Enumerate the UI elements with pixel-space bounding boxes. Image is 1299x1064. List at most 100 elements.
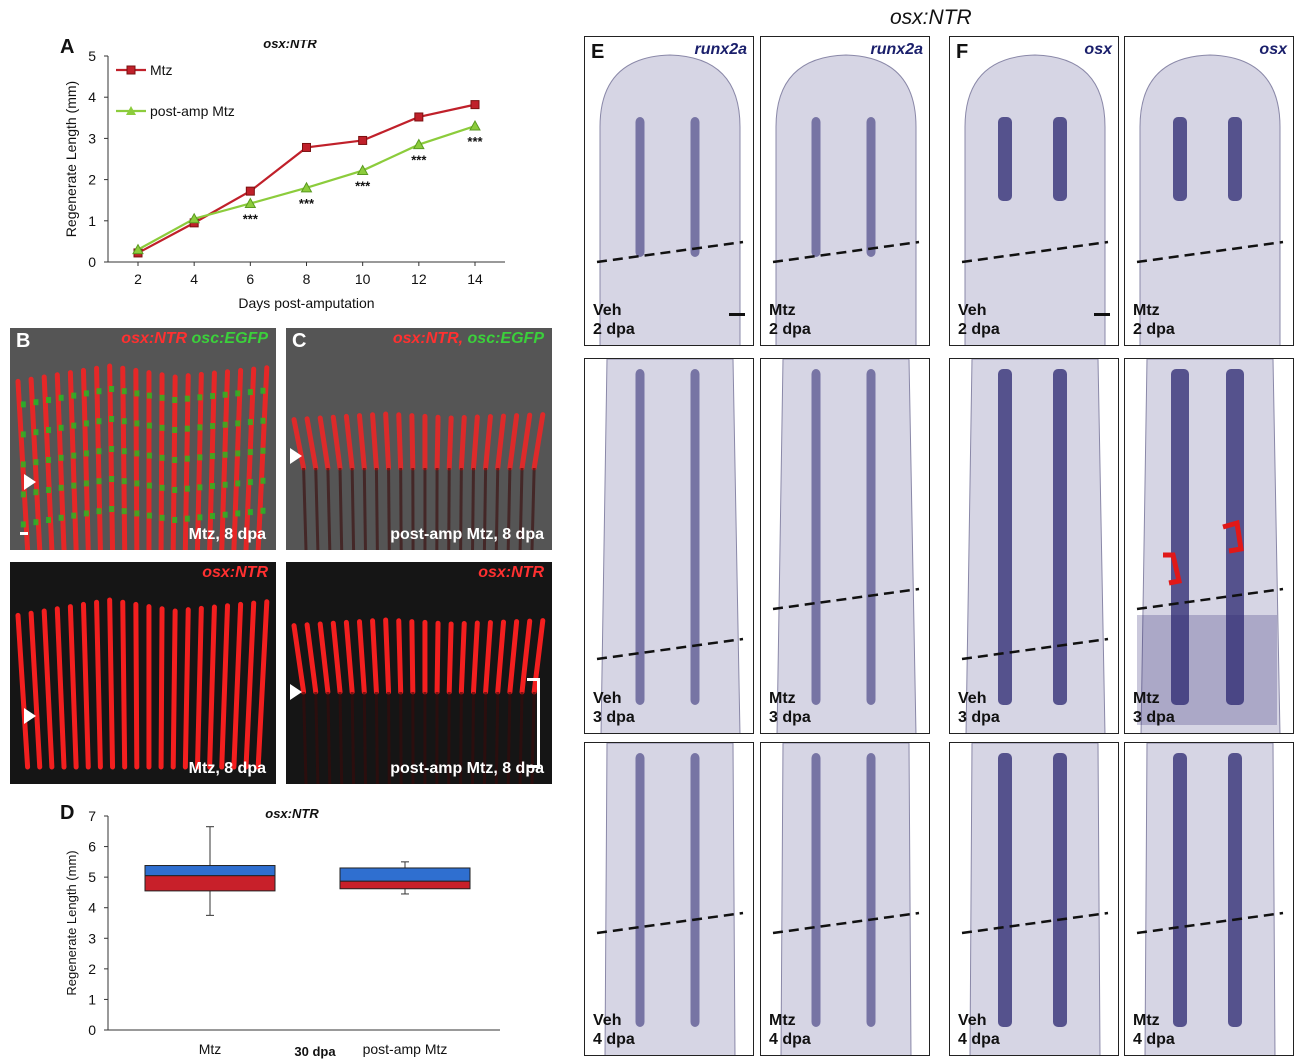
- egfp-segment: [184, 395, 190, 402]
- section-label: Veh 4 dpa: [593, 1011, 635, 1049]
- tissue: [604, 743, 736, 1055]
- fin-ray: [495, 619, 507, 695]
- image-caption: Mtz, 8 dpa: [188, 526, 266, 543]
- egfp-segment: [33, 429, 39, 436]
- fin-ray: [255, 599, 270, 770]
- faint-ray: [350, 691, 356, 784]
- fin-ray: [507, 619, 520, 695]
- egfp-segment: [247, 419, 253, 426]
- fin-ray: [370, 618, 379, 695]
- fin-ray: [317, 621, 331, 695]
- faint-ray: [459, 467, 463, 550]
- egfp-segment: [210, 483, 216, 490]
- egfp-segment: [33, 489, 39, 496]
- egfp-segment: [71, 392, 77, 399]
- fin-ray: [80, 367, 91, 550]
- egfp-segment: [260, 507, 266, 514]
- egfp-segment: [96, 388, 102, 395]
- timepoint-label: 3 dpa: [593, 709, 635, 726]
- fin-ray: [67, 604, 79, 770]
- channel-egfp: osc:EGFP: [467, 330, 544, 347]
- amputation-plane: [772, 240, 920, 264]
- egfp-segment: [83, 480, 89, 487]
- fin-ray: [356, 413, 367, 471]
- fin-ray: [194, 605, 204, 770]
- egfp-segment: [146, 452, 152, 459]
- channel-legend: osx:NTR, osc:EGFP: [393, 330, 544, 348]
- tissue-drawing: [585, 743, 753, 1055]
- faint-ray: [471, 691, 475, 784]
- egfp-segment: [46, 397, 52, 403]
- ish-section-image: Veh 3 dpa: [949, 358, 1119, 734]
- section-label: Veh 4 dpa: [958, 1011, 1000, 1049]
- egfp-segment: [197, 424, 203, 431]
- gene-label: runx2a: [694, 41, 747, 58]
- y-tick-label: 0: [88, 1022, 96, 1038]
- fin-ray: [409, 413, 416, 471]
- ish-section-image: Veh 2 dpa runx2a E: [584, 36, 754, 346]
- egfp-segment: [134, 420, 140, 427]
- fin-image-c-merged: C osx:NTR, osc:EGFP post-amp Mtz, 8 dpa: [286, 328, 552, 550]
- legend-label: Mtz: [150, 62, 173, 78]
- x-axis-label: Days post-amputation: [238, 295, 374, 311]
- image-caption: Mtz, 8 dpa: [188, 760, 266, 777]
- stain-stripe: [1053, 753, 1067, 1027]
- chart-title: osx:NTR: [263, 40, 317, 51]
- egfp-segment: [159, 394, 165, 401]
- tissue-drawing: [1125, 743, 1293, 1055]
- egfp-segment: [210, 453, 216, 460]
- data-point: [470, 100, 480, 110]
- egfp-segment: [71, 422, 77, 429]
- egfp-segment: [96, 448, 102, 455]
- egfp-segment: [20, 401, 26, 408]
- stain-stripe: [998, 753, 1012, 1027]
- significance-label: ***: [467, 134, 483, 149]
- egfp-segment: [146, 422, 152, 429]
- fin-ray: [133, 367, 140, 550]
- scale-bar: [1094, 313, 1110, 316]
- channel-legend: osx:NTR osc:EGFP: [121, 330, 268, 348]
- egfp-segment: [184, 425, 190, 432]
- ish-section-image: Mtz 4 dpa: [1124, 742, 1294, 1056]
- fin-image-c-ntr: osx:NTR post-amp Mtz, 8 dpa: [286, 562, 552, 784]
- arrowhead-icon: [290, 448, 302, 464]
- timepoint-label: 4 dpa: [593, 1031, 635, 1048]
- amputation-plane: [596, 240, 744, 264]
- egfp-segment: [172, 397, 178, 403]
- box-lower: [339, 880, 471, 890]
- section-label: Mtz 3 dpa: [1133, 689, 1175, 727]
- faint-ray: [530, 691, 536, 784]
- amputation-plane: [1136, 911, 1284, 935]
- tissue-drawing: [761, 37, 929, 345]
- ish-section-image: Mtz 3 dpa: [760, 358, 930, 734]
- ish-section-image: Veh 2 dpa osx F: [949, 36, 1119, 346]
- stain-stripe: [811, 117, 821, 257]
- egfp-segment: [260, 477, 266, 484]
- fin-ray: [255, 365, 270, 550]
- legend-marker: [126, 106, 136, 115]
- significance-label: ***: [355, 179, 371, 194]
- ish-section-image: Mtz 2 dpa osx: [1124, 36, 1294, 346]
- egfp-segment: [109, 446, 115, 452]
- egfp-segment: [159, 484, 165, 491]
- treatment-label: Veh: [593, 690, 622, 707]
- treatment-label: Mtz: [1133, 302, 1160, 319]
- section-label: Mtz 2 dpa: [769, 301, 811, 339]
- egfp-segment: [71, 512, 77, 519]
- faint-ray: [494, 691, 500, 784]
- stain-stripe: [1228, 753, 1242, 1027]
- amputation-plane: [772, 911, 920, 935]
- fin-ray: [330, 414, 343, 471]
- faint-ray: [338, 691, 344, 784]
- faint-ray: [471, 467, 475, 550]
- data-point: [132, 243, 144, 255]
- egfp-segment: [247, 449, 253, 456]
- scale-bar: [729, 313, 745, 316]
- egfp-segment: [58, 394, 64, 401]
- egfp-segment: [235, 390, 241, 397]
- arrowhead-icon: [24, 474, 36, 490]
- faint-ray: [350, 467, 356, 550]
- egfp-segment: [109, 506, 115, 512]
- egfp-segment: [260, 387, 266, 394]
- faint-ray: [362, 691, 367, 784]
